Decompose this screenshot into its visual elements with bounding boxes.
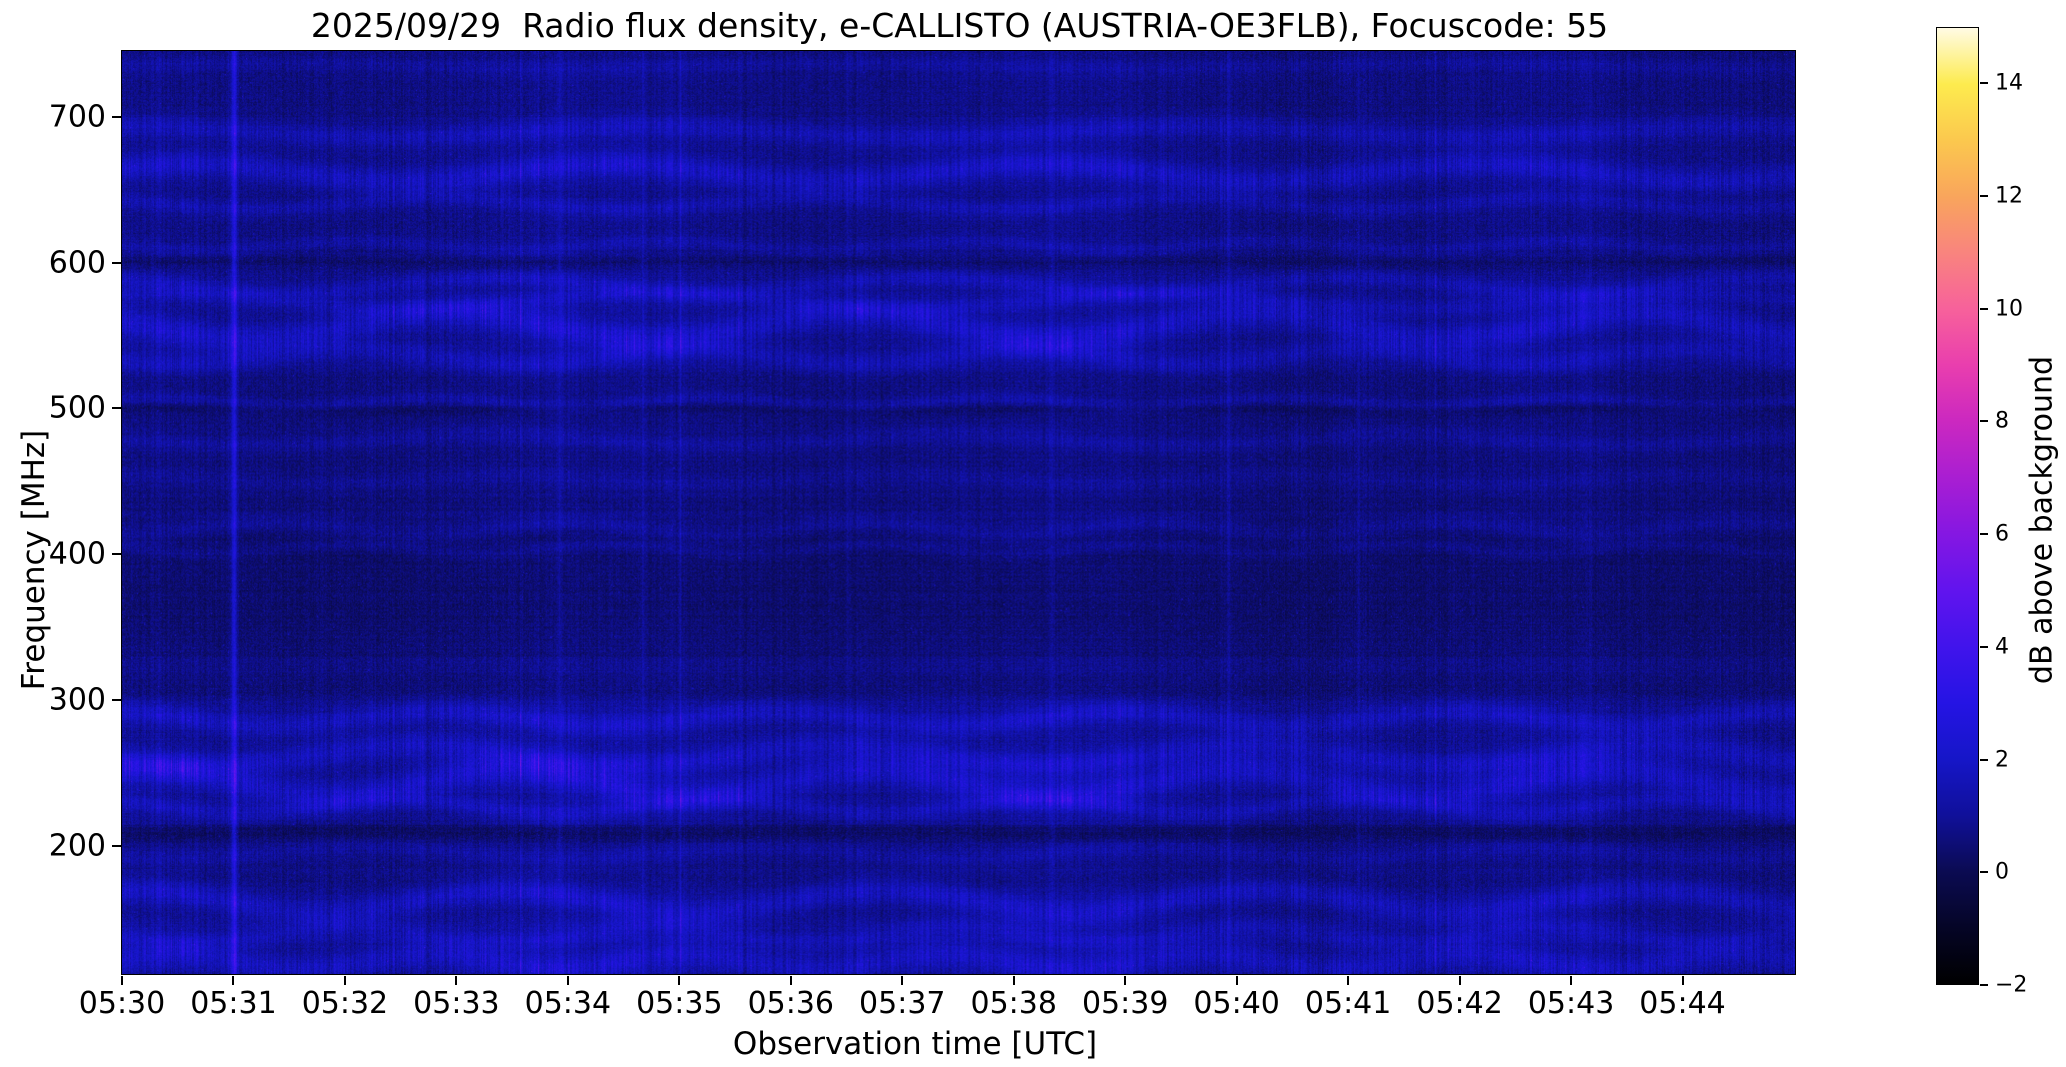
figure-title: 2025/09/29 Radio flux density, e-CALLIST… xyxy=(310,6,1609,45)
y-tick-label: 600 xyxy=(48,245,106,281)
colorbar-gradient xyxy=(1937,28,1978,984)
colorbar-tick-mark xyxy=(1980,82,1988,85)
colorbar-label: dB above background xyxy=(2024,355,2060,685)
x-tick-label: 05:35 xyxy=(636,986,723,1021)
x-tick-mark xyxy=(901,976,904,985)
x-tick-label: 05:33 xyxy=(413,986,500,1021)
colorbar-tick-mark xyxy=(1980,195,1988,198)
colorbar-tick-label: −2 xyxy=(1995,972,2028,998)
x-tick-label: 05:31 xyxy=(190,986,277,1021)
x-tick-mark xyxy=(789,976,792,985)
colorbar-tick-mark xyxy=(1980,645,1988,648)
colorbar-tick-label: 14 xyxy=(1995,70,2023,96)
x-tick-label: 05:34 xyxy=(524,986,612,1021)
x-tick-mark xyxy=(455,976,458,985)
x-tick-label: 05:39 xyxy=(1081,986,1169,1021)
y-tick-mark xyxy=(112,261,121,264)
y-tick-mark xyxy=(112,699,121,702)
colorbar-tick-label: 0 xyxy=(1995,859,2009,885)
x-tick-mark xyxy=(1012,976,1015,985)
colorbar xyxy=(1936,27,1979,985)
x-tick-mark xyxy=(678,976,681,985)
y-tick-label: 200 xyxy=(48,828,106,864)
colorbar-tick-label: 2 xyxy=(1995,747,2009,773)
colorbar-tick-label: 10 xyxy=(1995,296,2023,322)
y-tick-mark xyxy=(112,115,121,118)
x-tick-label: 05:36 xyxy=(747,986,835,1021)
colorbar-tick-mark xyxy=(1980,533,1988,536)
spectrogram-canvas xyxy=(122,51,1795,974)
x-tick-label: 05:43 xyxy=(1527,986,1615,1021)
x-tick-mark xyxy=(1347,976,1350,985)
x-tick-mark xyxy=(1681,976,1684,985)
x-tick-mark xyxy=(566,976,569,985)
colorbar-tick-mark xyxy=(1980,871,1988,874)
x-tick-label: 05:41 xyxy=(1304,986,1392,1021)
y-tick-mark xyxy=(112,407,121,410)
colorbar-tick-label: 6 xyxy=(1995,521,2009,547)
y-tick-label: 500 xyxy=(48,390,106,426)
x-tick-mark xyxy=(1458,976,1461,985)
x-tick-mark xyxy=(1235,976,1238,985)
plot-area xyxy=(121,50,1796,975)
x-tick-label: 05:37 xyxy=(859,986,946,1021)
x-tick-label: 05:30 xyxy=(78,986,166,1021)
x-tick-mark xyxy=(1570,976,1573,985)
colorbar-tick-label: 4 xyxy=(1995,634,2009,660)
colorbar-tick-mark xyxy=(1980,758,1988,761)
colorbar-tick-label: 8 xyxy=(1995,408,2009,434)
x-tick-mark xyxy=(232,976,235,985)
colorbar-tick-mark xyxy=(1980,307,1988,310)
x-tick-label: 05:38 xyxy=(970,986,1057,1021)
x-tick-label: 05:42 xyxy=(1416,986,1503,1021)
x-tick-label: 05:40 xyxy=(1193,986,1280,1021)
x-tick-mark xyxy=(343,976,346,985)
x-tick-mark xyxy=(1124,976,1127,985)
colorbar-tick-mark xyxy=(1980,420,1988,423)
x-tick-mark xyxy=(121,976,123,985)
x-axis-label: Observation time [UTC] xyxy=(732,1026,1098,1062)
y-tick-label: 700 xyxy=(48,99,106,135)
colorbar-tick-mark xyxy=(1980,984,1988,986)
y-tick-mark xyxy=(112,553,121,556)
x-tick-label: 05:44 xyxy=(1639,986,1726,1021)
y-tick-label: 300 xyxy=(48,682,106,718)
y-tick-mark xyxy=(112,845,121,848)
y-tick-label: 400 xyxy=(48,536,106,572)
x-tick-label: 05:32 xyxy=(301,986,389,1021)
colorbar-tick-label: 12 xyxy=(1995,183,2023,209)
